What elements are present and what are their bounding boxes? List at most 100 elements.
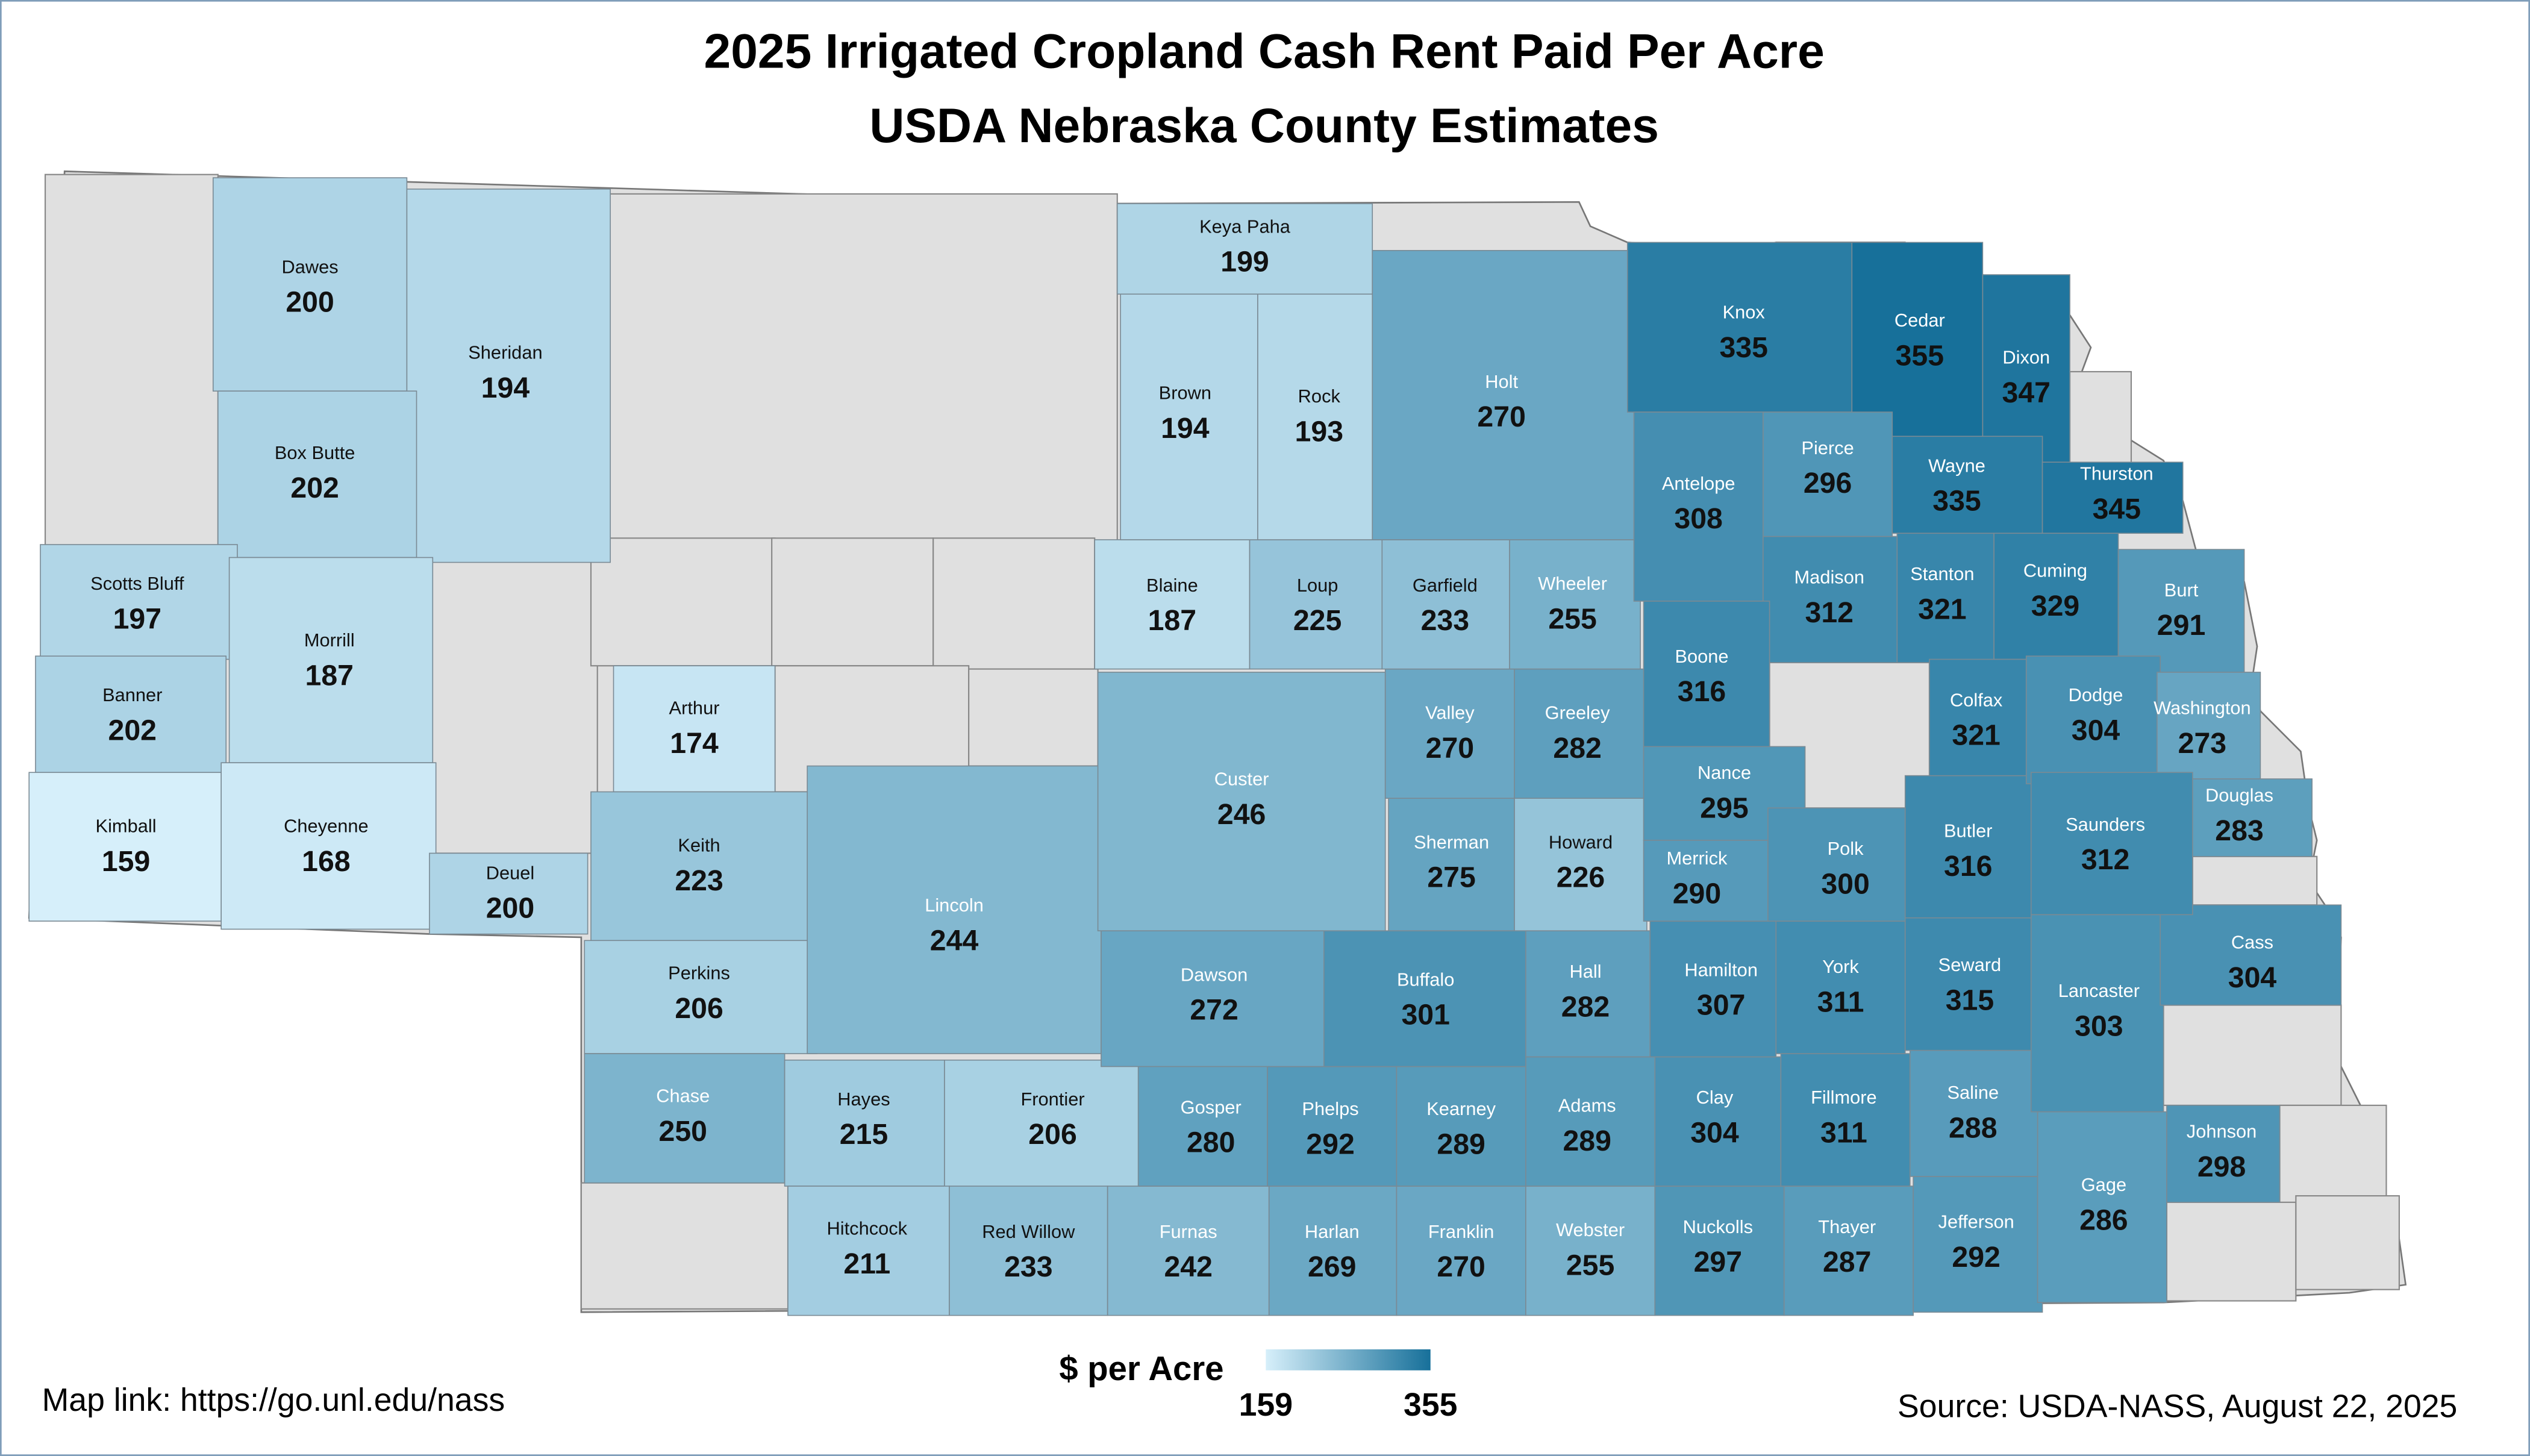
county-value: 200 xyxy=(486,892,534,925)
county-name: Kimball xyxy=(96,816,157,837)
no-data-county xyxy=(771,537,934,667)
county-name: Gage xyxy=(2081,1174,2126,1195)
county-value: 355 xyxy=(1896,339,1944,372)
county-name: Colfax xyxy=(1950,689,2003,710)
county-value: 215 xyxy=(840,1118,888,1151)
county-value: 202 xyxy=(290,472,339,504)
county-name: Scotts Bluff xyxy=(90,573,184,594)
county-name: Hall xyxy=(1569,961,1601,982)
county-value: 275 xyxy=(1427,861,1475,894)
county-name: Red Willow xyxy=(982,1221,1075,1242)
county-value: 329 xyxy=(2031,590,2079,622)
county xyxy=(429,852,589,935)
county xyxy=(1633,411,1764,602)
county-value: 345 xyxy=(2093,493,2141,525)
county-name: Knox xyxy=(1723,301,1766,322)
county-value: 193 xyxy=(1295,415,1343,448)
county xyxy=(1257,258,1379,540)
county xyxy=(944,1059,1166,1190)
county xyxy=(1929,658,2027,776)
county xyxy=(787,1186,950,1316)
county-name: Saunders xyxy=(2066,814,2145,835)
no-data-county xyxy=(2166,1201,2297,1302)
county-name: Holt xyxy=(1485,371,1518,392)
county-name: Rock xyxy=(1298,386,1341,407)
county-value: 200 xyxy=(286,286,334,319)
county-value: 335 xyxy=(1719,331,1767,364)
county-name: Stanton xyxy=(1910,563,1974,584)
county-name: Merrick xyxy=(1666,848,1728,869)
county xyxy=(584,940,818,1054)
county xyxy=(2041,461,2184,534)
map-link: Map link: https://go.unl.edu/nass xyxy=(42,1382,505,1418)
county-name: Clay xyxy=(1696,1087,1734,1108)
county-name: Wheeler xyxy=(1538,573,1607,594)
county-value: 304 xyxy=(2228,961,2277,994)
county-name: Jefferson xyxy=(1938,1211,2014,1233)
county-name: Cedar xyxy=(1894,310,1945,331)
county-value: 321 xyxy=(1918,593,1966,625)
county xyxy=(1101,930,1325,1067)
county-name: Box Butte xyxy=(275,442,355,463)
county-name: Adams xyxy=(1558,1095,1616,1116)
county-value: 288 xyxy=(1949,1112,1997,1145)
county-value: 311 xyxy=(1820,1117,1867,1149)
counties: Dawes 200 Sheridan 194 Box Butte 202 Scotts Bl… xyxy=(28,177,2342,1316)
county-name: Cheyenne xyxy=(284,816,369,837)
county xyxy=(35,655,227,773)
county xyxy=(2030,914,2164,1113)
county-value: 286 xyxy=(2079,1204,2128,1236)
county-value: 298 xyxy=(2197,1151,2246,1183)
county xyxy=(1775,920,1906,1054)
county xyxy=(1107,1186,1270,1316)
county-name: Greeley xyxy=(1545,702,1610,723)
county-value: 250 xyxy=(659,1115,707,1148)
county-name: Valley xyxy=(1425,702,1475,723)
county-value: 308 xyxy=(1674,502,1722,535)
county-value: 283 xyxy=(2215,814,2263,847)
county xyxy=(2160,904,2342,1006)
county-value: 194 xyxy=(1161,412,1210,445)
county xyxy=(1323,930,1526,1067)
county-name: Fillmore xyxy=(1811,1087,1877,1108)
county-name: Franklin xyxy=(1428,1221,1495,1242)
county-value: 321 xyxy=(1952,719,2000,752)
county-name: Dixon xyxy=(2002,347,2050,368)
no-data-county xyxy=(2163,1004,2342,1106)
county xyxy=(807,765,1102,1054)
county-name: Madison xyxy=(1794,566,1864,587)
county-value: 315 xyxy=(1946,984,1994,1017)
county-name: Gosper xyxy=(1181,1096,1242,1117)
no-data-county xyxy=(2069,370,2132,466)
county xyxy=(2030,772,2193,916)
county xyxy=(1120,258,1258,540)
county xyxy=(2157,672,2261,780)
county xyxy=(1909,1049,2038,1177)
county-value: 347 xyxy=(2002,376,2051,409)
county xyxy=(1993,533,2119,660)
no-data-counties xyxy=(44,173,2400,1310)
county-name: Hamilton xyxy=(1684,959,1758,980)
county-value: 197 xyxy=(113,603,161,636)
county-name: Sherman xyxy=(1414,831,1489,852)
legend-gradient xyxy=(1266,1349,1431,1370)
county xyxy=(1780,1053,1911,1187)
county-value: 194 xyxy=(481,372,530,404)
county-value: 272 xyxy=(1190,994,1238,1026)
county-name: Washington xyxy=(2154,698,2251,719)
no-data-county xyxy=(44,173,219,551)
county-value: 168 xyxy=(302,845,350,878)
source: Source: USDA-NASS, August 22, 2025 xyxy=(1898,1389,2457,1425)
county-name: Arthur xyxy=(669,698,720,719)
county xyxy=(1767,807,1906,922)
county xyxy=(2025,655,2161,784)
county xyxy=(406,189,611,563)
county-value: 202 xyxy=(108,714,157,747)
county xyxy=(1654,1186,1785,1316)
title: 2025 Irrigated Cropland Cash Rent Paid P… xyxy=(704,25,1825,79)
county-name: Boone xyxy=(1675,646,1728,667)
county-value: 335 xyxy=(1932,485,1981,517)
county-name: Garfield xyxy=(1413,575,1478,596)
county xyxy=(228,557,434,763)
county-value: 316 xyxy=(1944,850,1992,883)
